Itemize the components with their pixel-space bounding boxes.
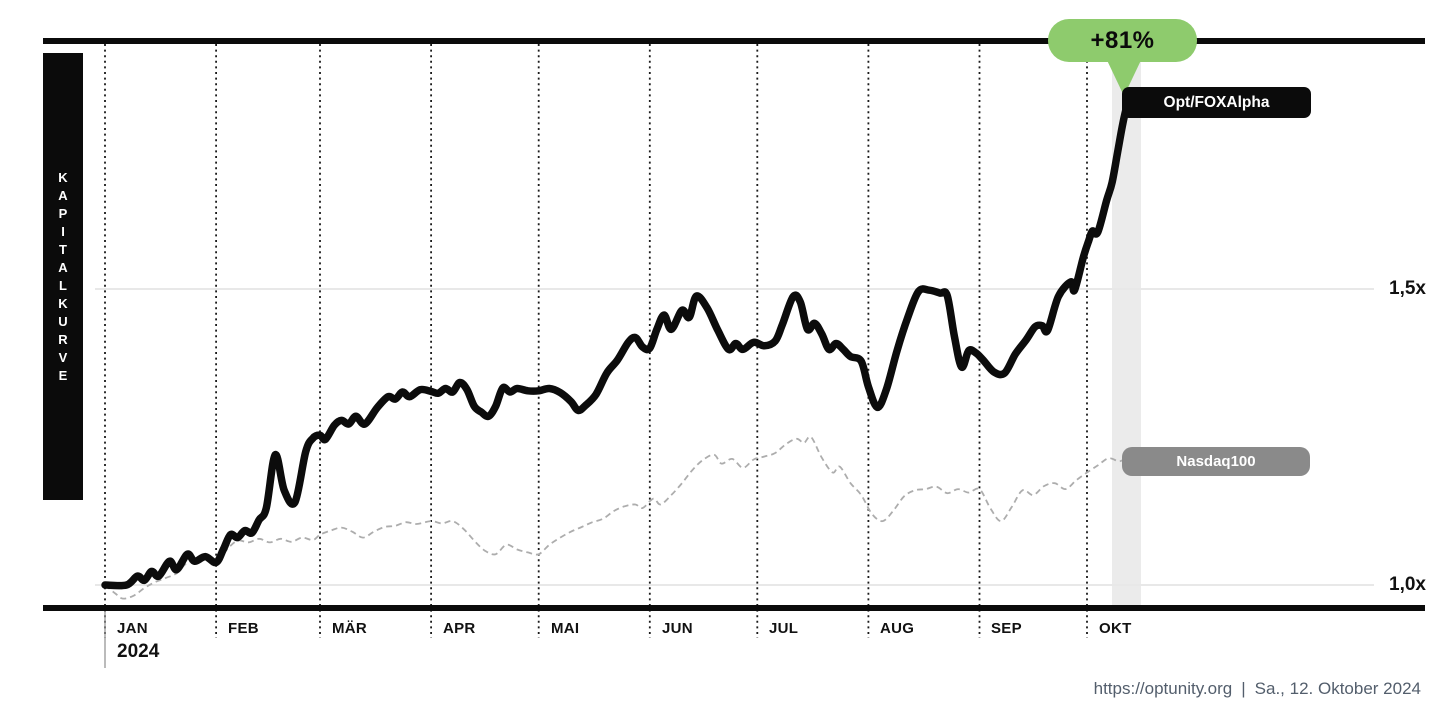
y-tick-label: 1,0x	[1389, 574, 1426, 595]
y-axis-title-letter: A	[58, 260, 68, 275]
y-axis-title-letter: I	[61, 224, 65, 239]
benchmark-series-label: Nasdaq100	[1122, 447, 1310, 476]
gain-badge-value: +81%	[1090, 26, 1155, 54]
month-label-mär: MÄR	[332, 620, 368, 637]
y-axis-title-letter: U	[58, 314, 68, 329]
y-axis-title-letter: R	[58, 332, 68, 347]
month-label-aug: AUG	[880, 620, 915, 637]
month-label-okt: OKT	[1099, 620, 1132, 637]
optfoxalpha-line	[101, 96, 1132, 590]
y-axis-title-letter: E	[58, 368, 68, 383]
month-label-feb: FEB	[228, 620, 259, 637]
y-axis-title-letter: L	[59, 278, 67, 293]
x-axis-rule	[43, 605, 1425, 611]
footer-date: Sa., 12. Oktober 2024	[1254, 679, 1421, 698]
footer-caption: https://optunity.org | Sa., 12. Oktober …	[1094, 679, 1421, 699]
y-axis-title-letter: A	[58, 188, 68, 203]
month-label-apr: APR	[443, 620, 476, 637]
month-label-mai: MAI	[551, 620, 580, 637]
nasdaq100-line	[104, 435, 1127, 600]
y-axis-title-letter: P	[58, 206, 68, 221]
footer-url: https://optunity.org	[1093, 679, 1233, 698]
y-axis-title-letter: V	[58, 350, 68, 365]
top-border-rule	[43, 38, 1425, 44]
y-axis-title-letter: K	[58, 296, 68, 311]
footer-separator: |	[1241, 679, 1246, 698]
month-label-jul: JUL	[769, 620, 799, 637]
month-label-jan: JAN	[117, 620, 148, 637]
primary-series-label: Opt/FOXAlpha	[1122, 87, 1311, 118]
y-axis-title-letter: K	[58, 170, 68, 185]
gain-badge: +81%	[1048, 19, 1197, 62]
month-label-jun: JUN	[662, 620, 693, 637]
y-tick-label: 1,5x	[1389, 278, 1426, 299]
y-axis-title-letter: T	[59, 242, 67, 257]
x-axis-year-label: 2024	[117, 641, 160, 662]
month-label-sep: SEP	[991, 620, 1022, 637]
